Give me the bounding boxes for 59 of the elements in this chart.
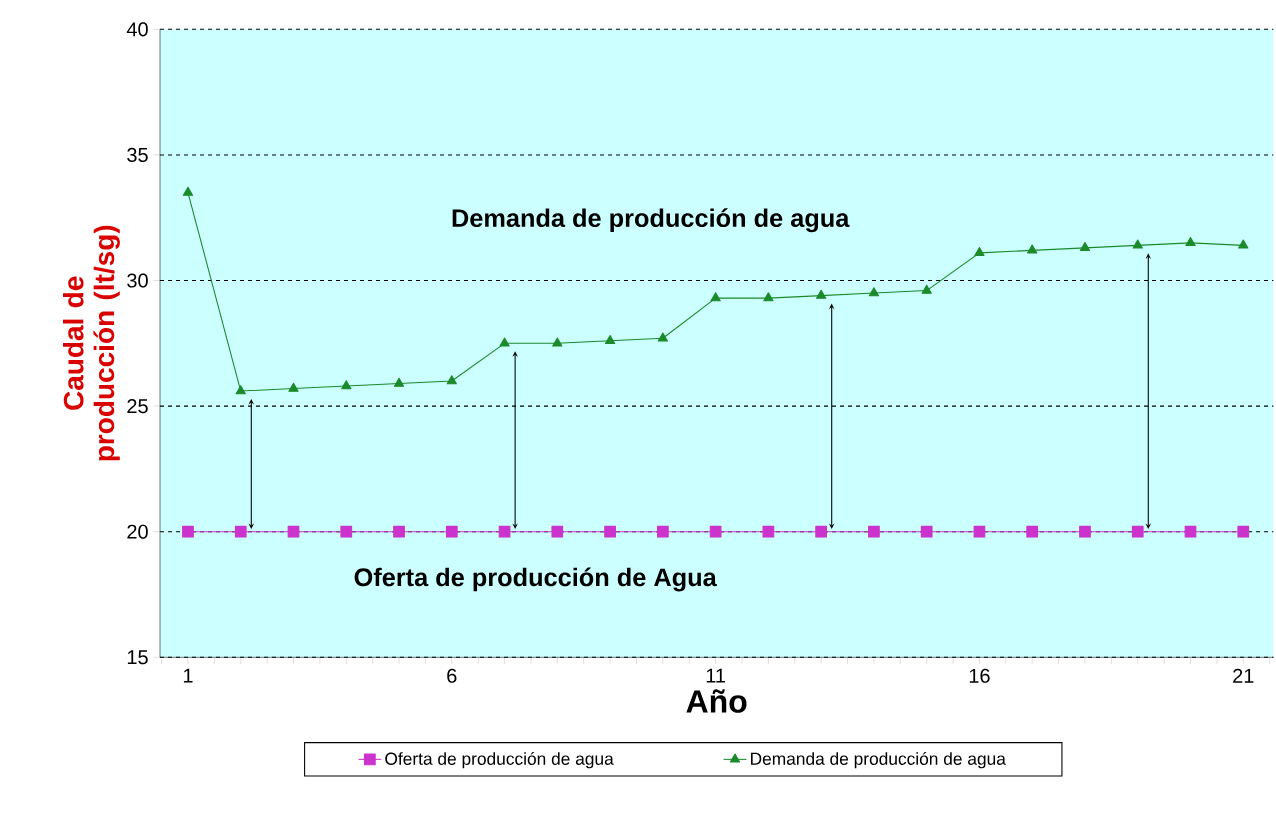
point: [340, 526, 353, 538]
point: [762, 526, 775, 538]
y-tick-label: 20: [127, 524, 148, 539]
x-tick-label: 6: [447, 668, 457, 684]
legend-label: Demanda de producción de agua: [751, 752, 1006, 769]
annotation: Oferta de producción de Agua: [354, 567, 717, 592]
x-tick-label: 21: [1233, 668, 1254, 683]
y-tick-label: 30: [127, 273, 148, 288]
point: [1184, 526, 1197, 538]
point: [710, 292, 721, 302]
point: [182, 186, 194, 196]
point: [815, 526, 828, 538]
point: [1185, 237, 1196, 247]
point: [446, 375, 457, 385]
x-tick-label: 16: [969, 668, 990, 684]
point: [656, 526, 669, 538]
point: [182, 526, 194, 538]
point: [1079, 526, 1091, 538]
y-tick-label: 40: [126, 22, 148, 37]
point: [973, 526, 986, 538]
point: [235, 385, 246, 395]
annotation: Demanda de producción de agua: [452, 208, 850, 233]
x-axis-title: Año: [686, 689, 747, 713]
y-axis-title: Caudal de producción (lt/sg): [63, 225, 120, 461]
point: [868, 287, 880, 297]
point: [763, 292, 774, 302]
point: [604, 526, 616, 538]
point: [1132, 239, 1143, 249]
x-tick-label: 1: [183, 668, 193, 683]
point: [920, 526, 933, 538]
point: [287, 526, 300, 538]
y-tick-label: 15: [127, 650, 148, 665]
point: [234, 526, 247, 538]
point: [1026, 526, 1039, 538]
point: [604, 335, 616, 345]
point: [552, 337, 563, 347]
point: [1079, 242, 1091, 252]
point: [1237, 526, 1250, 538]
point: [445, 526, 458, 538]
point: [921, 284, 932, 294]
y-tick-label: 25: [127, 399, 148, 414]
legend-label: Oferta de producción de agua: [385, 752, 614, 769]
point: [657, 332, 669, 342]
x-tick-label: 11: [706, 668, 726, 683]
point: [341, 380, 352, 390]
y-tick-label: 35: [127, 148, 148, 163]
point: [1131, 526, 1144, 538]
point: [1238, 239, 1249, 249]
point: [288, 382, 299, 392]
point: [551, 526, 564, 538]
point: [709, 526, 722, 538]
point: [868, 526, 880, 538]
point: [498, 526, 511, 538]
point: [393, 377, 405, 387]
point: [815, 289, 827, 299]
point: [499, 337, 510, 347]
point: [974, 247, 985, 257]
point: [393, 526, 405, 538]
point: [1027, 244, 1038, 254]
